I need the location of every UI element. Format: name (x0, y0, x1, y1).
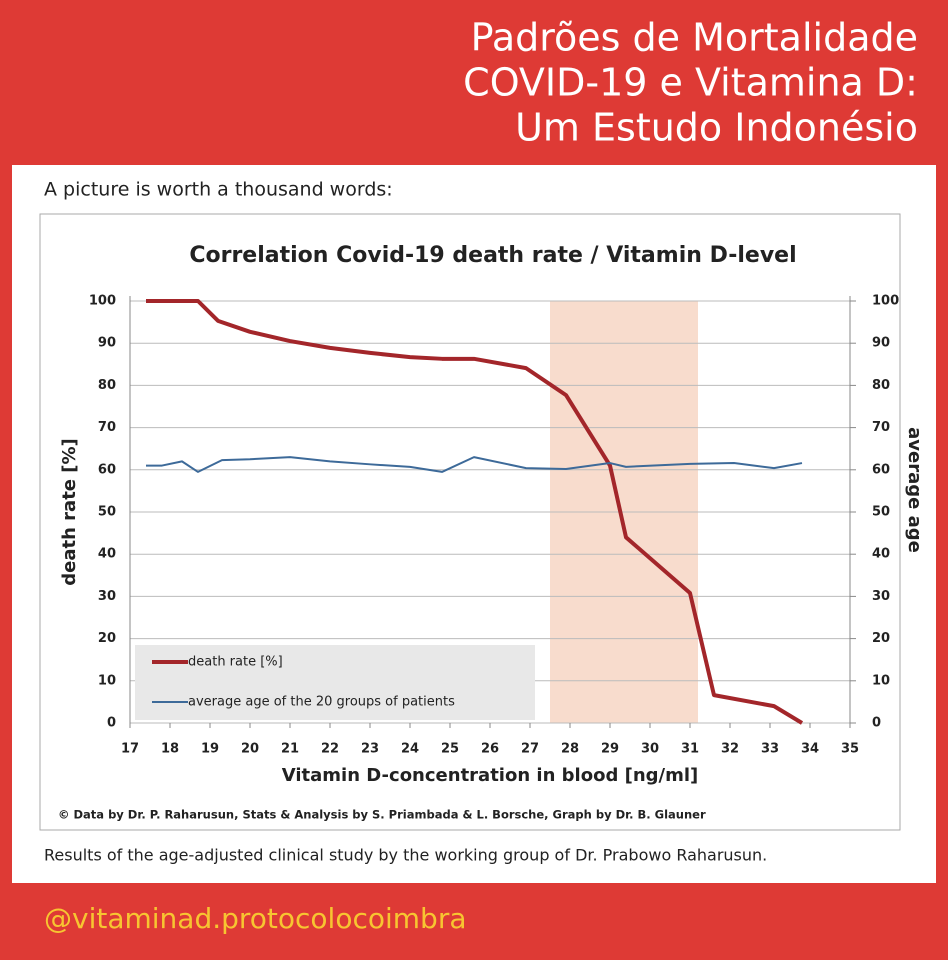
x-tick-label: 30 (641, 742, 659, 757)
chart-title: Correlation Covid-19 death rate / Vitami… (189, 243, 796, 268)
x-tick-label: 34 (801, 742, 819, 757)
header-title: Padrões de Mortalidade (471, 16, 918, 60)
y-tick-label: 90 (98, 336, 116, 351)
footer: @vitaminad.protocolocoimbra (44, 902, 467, 935)
x-tick-label: 31 (681, 742, 699, 757)
header-title: COVID-19 e Vitamina D: (463, 61, 918, 105)
y2-tick-label: 10 (872, 673, 890, 688)
legend-label: death rate [%] (188, 655, 283, 670)
x-tick-label: 26 (481, 742, 499, 757)
y-tick-label: 0 (107, 716, 116, 731)
x-tick-label: 35 (841, 742, 859, 757)
y2-tick-label: 60 (872, 462, 890, 477)
y-tick-label: 30 (98, 589, 116, 604)
x-tick-label: 19 (201, 742, 219, 757)
x-tick-label: 21 (281, 742, 299, 757)
y-tick-label: 20 (98, 631, 116, 646)
x-tick-label: 25 (441, 742, 459, 757)
y-tick-label: 100 (89, 294, 116, 309)
y2-label: average age (904, 427, 925, 553)
legend-label: average age of the 20 groups of patients (188, 695, 455, 710)
caption: Results of the age-adjusted clinical stu… (44, 846, 767, 865)
header-title: Um Estudo Indonésio (515, 106, 918, 150)
y2-tick-label: 90 (872, 336, 890, 351)
y2-tick-label: 70 (872, 420, 890, 435)
series-line (146, 299, 804, 725)
x-tick-label: 27 (521, 742, 539, 757)
y2-tick-label: 50 (872, 505, 890, 520)
y2-tick-label: 100 (872, 294, 899, 309)
plot: 0 10 20 30 40 50 60 70 80 90 100 0 10 20 30 40 50 60 70 80 9… (89, 294, 899, 757)
y-tick-label: 80 (98, 378, 116, 393)
x-label: Vitamin D-concentration in blood [ng/ml] (282, 765, 699, 786)
x-tick-label: 29 (601, 742, 619, 757)
y-tick-label: 10 (98, 673, 116, 688)
y-tick-label: 60 (98, 462, 116, 477)
y2-tick-label: 40 (872, 547, 890, 562)
y-tick-label: 50 (98, 505, 116, 520)
legend-box (135, 645, 535, 720)
x-tick-label: 24 (401, 742, 419, 757)
x-tick-label: 20 (241, 742, 259, 757)
intro: A picture is worth a thousand words: (44, 179, 393, 201)
x-tick-label: 17 (121, 742, 139, 757)
y2-tick-label: 20 (872, 631, 890, 646)
y2-tick-label: 30 (872, 589, 890, 604)
y2-tick-label: 80 (872, 378, 890, 393)
x-tick-label: 32 (721, 742, 739, 757)
y-tick-label: 70 (98, 420, 116, 435)
series-line (146, 456, 803, 473)
x-tick-label: 33 (761, 742, 779, 757)
source: © Data by Dr. P. Raharusun, Stats & Anal… (58, 808, 706, 822)
x-tick-label: 22 (321, 742, 339, 757)
x-tick-label: 18 (161, 742, 179, 757)
x-tick-label: 23 (361, 742, 379, 757)
y-tick-label: 40 (98, 547, 116, 562)
y-label: death rate [%] (59, 438, 80, 586)
x-tick-label: 28 (561, 742, 579, 757)
y2-tick-label: 0 (872, 716, 881, 731)
chart-frame (39, 213, 901, 831)
